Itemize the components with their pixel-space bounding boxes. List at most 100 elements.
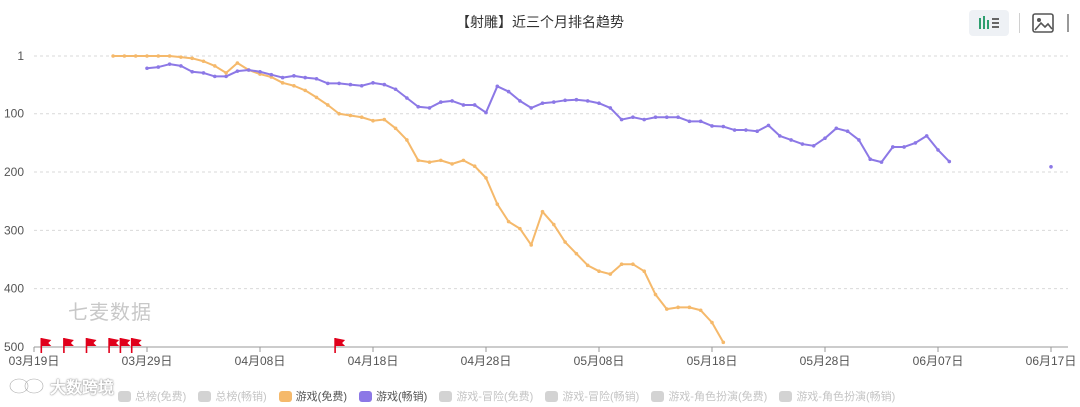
data-point-game-paid bbox=[235, 69, 240, 73]
data-point-game-free bbox=[439, 158, 443, 163]
data-point-game-paid bbox=[472, 103, 477, 107]
data-point-game-free bbox=[665, 307, 669, 311]
legend-swatch bbox=[545, 390, 559, 402]
legend-label: 游戏-角色扮演(畅销) bbox=[796, 391, 896, 403]
legend-item[interactable]: 游戏(畅销) bbox=[358, 388, 427, 404]
data-point-game-paid bbox=[506, 89, 511, 94]
data-point-game-paid bbox=[348, 82, 353, 87]
data-point-game-free bbox=[608, 272, 613, 276]
event-flag-icon[interactable] bbox=[40, 338, 52, 353]
data-point-game-free bbox=[687, 305, 692, 310]
data-point-game-free bbox=[326, 103, 330, 107]
legend-item[interactable]: 游戏-冒险(畅销) bbox=[545, 388, 639, 404]
series-line-game-free bbox=[113, 55, 725, 343]
legend-item[interactable]: 总榜(畅销) bbox=[198, 388, 267, 404]
legend-item[interactable]: 游戏-冒险(免费) bbox=[439, 388, 533, 404]
legend-swatch bbox=[779, 390, 793, 402]
watermark-text: 七麦数据 bbox=[68, 302, 152, 324]
series-line-game-paid bbox=[146, 63, 951, 164]
data-point-game-free bbox=[552, 222, 556, 227]
data-point-game-free bbox=[337, 111, 341, 116]
legend-item[interactable]: 游戏-角色扮演(畅销) bbox=[779, 388, 895, 404]
legend-item[interactable]: 游戏-角色扮演(免费) bbox=[651, 388, 767, 404]
data-point-game-paid bbox=[800, 142, 805, 146]
x-tick-label: 05月28日 bbox=[800, 354, 851, 368]
legend-swatch bbox=[439, 390, 453, 402]
x-tick-label: 03月19日 bbox=[9, 354, 60, 368]
image-icon[interactable] bbox=[1030, 10, 1056, 36]
data-point-game-free bbox=[213, 64, 217, 68]
data-point-game-free bbox=[653, 292, 658, 297]
data-point-game-paid bbox=[845, 129, 850, 134]
x-tick-label: 04月18日 bbox=[348, 354, 399, 368]
brand-watermark: 大数跨境 bbox=[8, 374, 114, 398]
x-tick-label: 06月07日 bbox=[913, 354, 964, 368]
data-point-game-paid bbox=[868, 157, 872, 162]
data-point-game-paid bbox=[744, 128, 748, 132]
event-flag-icon[interactable] bbox=[63, 338, 74, 353]
data-point-game-paid bbox=[687, 119, 692, 124]
data-point-game-paid bbox=[540, 101, 545, 106]
data-point-game-paid bbox=[201, 71, 206, 75]
data-point-game-paid bbox=[246, 68, 251, 72]
data-point-game-paid bbox=[190, 69, 194, 74]
data-point-game-paid bbox=[213, 74, 217, 79]
data-point-game-paid bbox=[585, 99, 590, 103]
data-point-game-free bbox=[676, 305, 680, 310]
data-point-game-paid bbox=[608, 106, 613, 110]
data-point-game-paid bbox=[597, 101, 601, 106]
legend-item[interactable]: 总榜(免费) bbox=[118, 388, 186, 404]
data-point-game-paid bbox=[156, 65, 161, 69]
data-point-game-free bbox=[179, 55, 183, 59]
data-point-game-paid bbox=[710, 124, 714, 128]
data-point-game-free bbox=[292, 83, 296, 88]
data-point-game-paid bbox=[1049, 165, 1053, 169]
data-point-game-paid bbox=[461, 103, 466, 107]
data-point-game-paid bbox=[766, 123, 771, 128]
data-point-game-paid bbox=[427, 106, 432, 110]
data-point-game-free bbox=[224, 71, 228, 75]
data-point-game-paid bbox=[529, 106, 533, 110]
data-point-game-paid bbox=[913, 141, 918, 145]
data-point-game-free bbox=[472, 164, 477, 169]
y-tick-label: 100 bbox=[4, 107, 24, 121]
data-point-game-free bbox=[585, 263, 590, 268]
legend-item[interactable]: 游戏(免费) bbox=[278, 388, 347, 404]
more-tools-handle[interactable] bbox=[1066, 10, 1076, 36]
data-point-game-paid bbox=[631, 115, 635, 120]
event-flag-icon[interactable] bbox=[119, 338, 131, 353]
data-point-game-paid bbox=[574, 97, 579, 102]
data-point-game-free bbox=[393, 126, 398, 131]
bar-list-toggle-icon[interactable] bbox=[969, 10, 1009, 36]
data-point-game-paid bbox=[393, 87, 398, 92]
data-point-game-paid bbox=[563, 98, 567, 103]
brand-logo-icon bbox=[8, 376, 46, 396]
data-point-game-free bbox=[190, 56, 194, 61]
data-point-game-paid bbox=[811, 144, 816, 148]
y-tick-label: 1 bbox=[17, 49, 24, 63]
data-point-game-paid bbox=[902, 145, 906, 149]
legend-swatch bbox=[198, 390, 212, 402]
data-point-game-paid bbox=[619, 117, 624, 122]
data-point-game-paid bbox=[303, 75, 308, 80]
event-flag-icon[interactable] bbox=[108, 338, 120, 353]
event-flag-icon[interactable] bbox=[334, 338, 346, 353]
data-point-game-paid bbox=[179, 64, 183, 68]
data-point-game-paid bbox=[857, 138, 861, 142]
data-point-game-free bbox=[314, 95, 319, 100]
brand-text: 大数跨境 bbox=[50, 380, 115, 397]
data-point-game-paid bbox=[258, 69, 262, 74]
data-point-game-paid bbox=[834, 126, 839, 131]
data-point-game-free bbox=[133, 54, 138, 58]
legend-label: 游戏-冒险(免费) bbox=[456, 391, 534, 403]
event-flag-icon[interactable] bbox=[130, 338, 142, 353]
toolbar-divider bbox=[1019, 13, 1020, 33]
legend-swatch bbox=[358, 390, 372, 402]
legend-label: 总榜(畅销) bbox=[215, 391, 267, 403]
legend-label: 总榜(免费) bbox=[135, 391, 187, 403]
data-point-game-free bbox=[597, 269, 601, 273]
data-point-game-paid bbox=[280, 75, 285, 80]
event-flag-icon[interactable] bbox=[85, 338, 97, 353]
data-point-game-free bbox=[371, 118, 375, 123]
